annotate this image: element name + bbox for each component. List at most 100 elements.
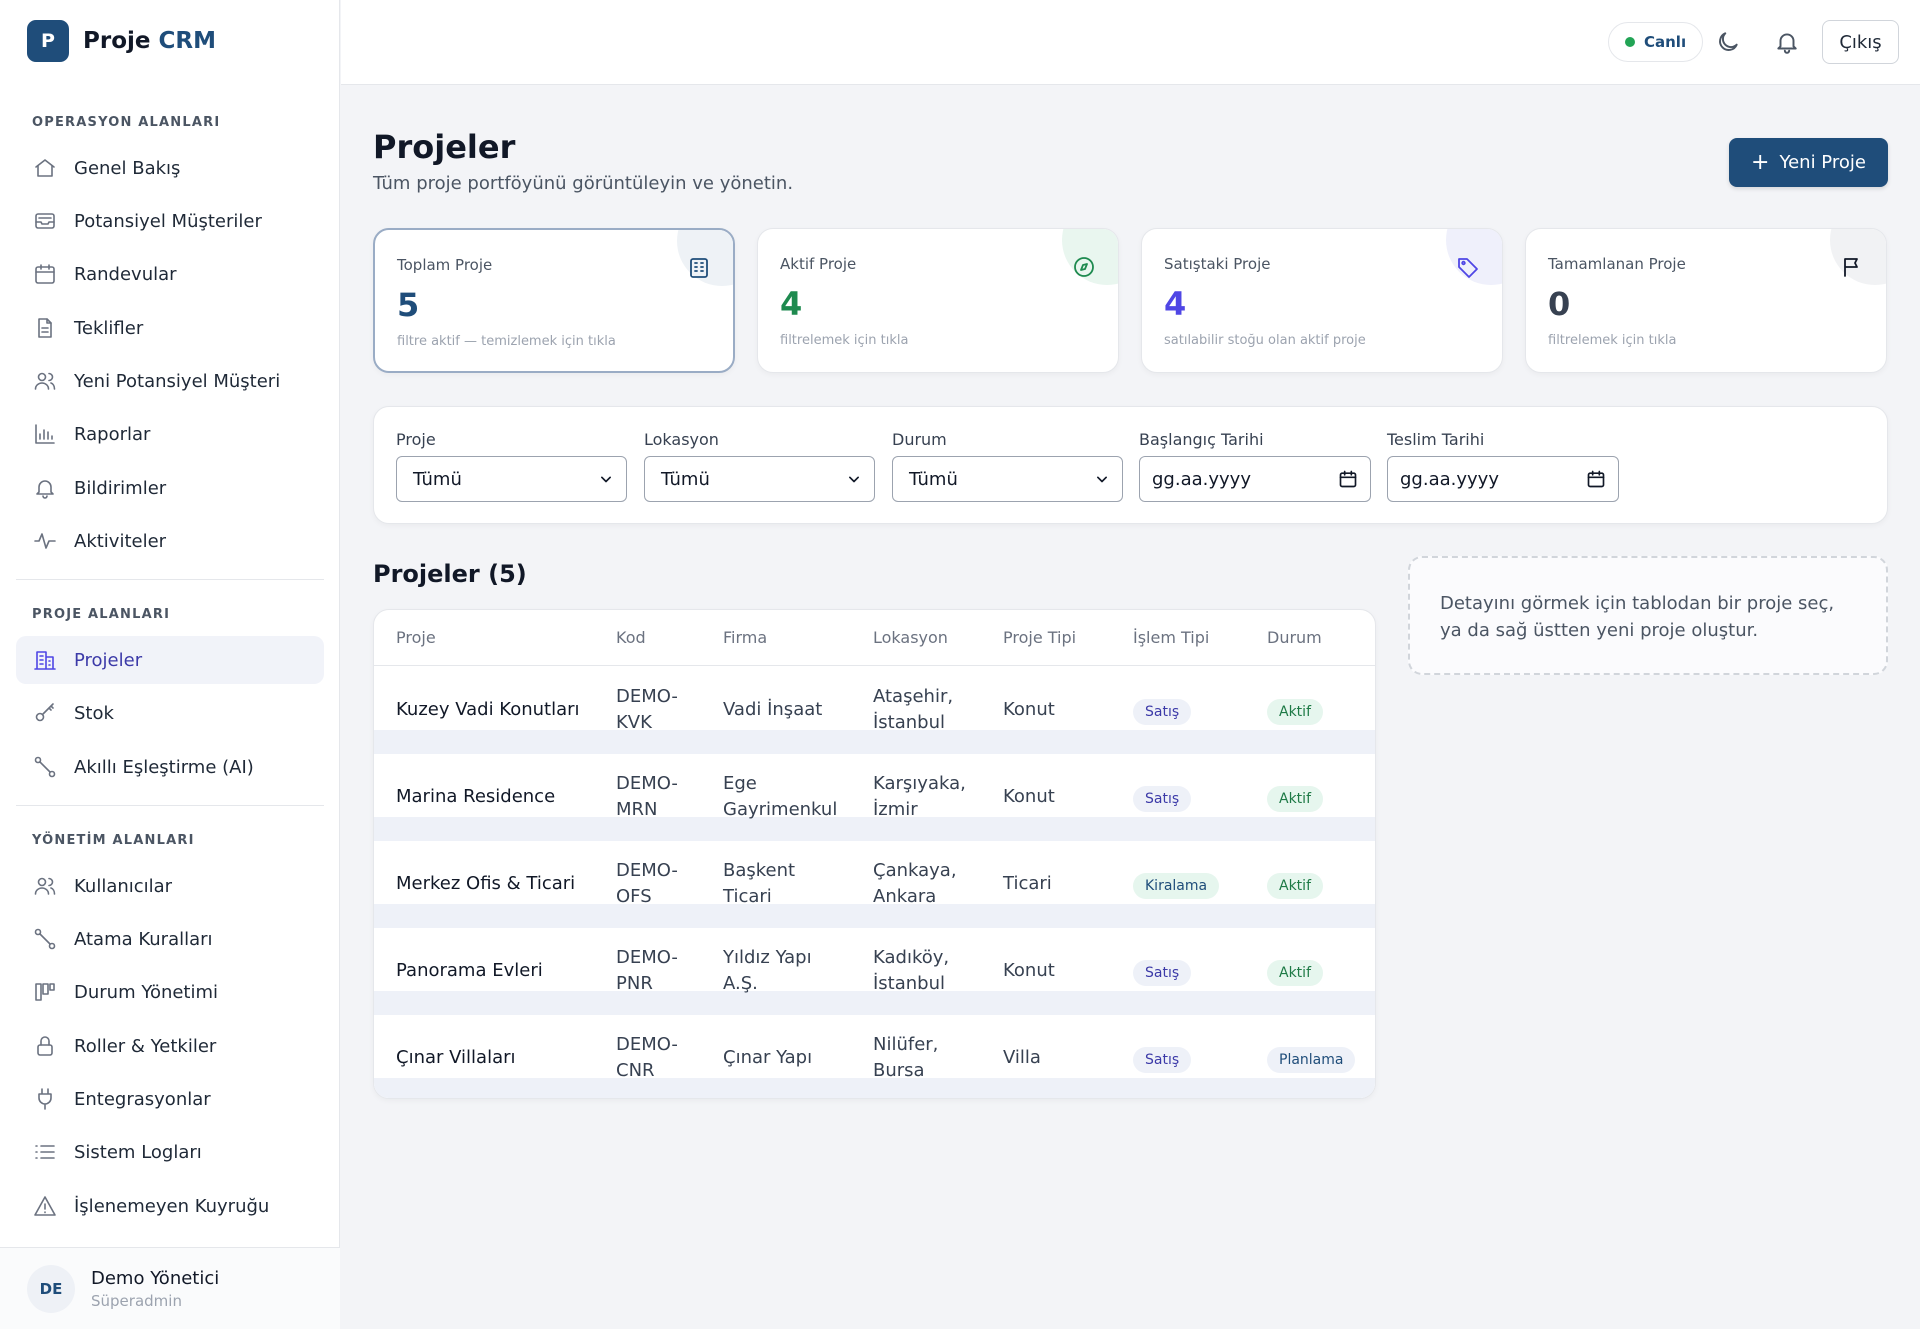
project-firm: Yıldız Yapı A.Ş. <box>723 947 812 994</box>
projects-table: Proje Kod Firma Lokasyon Proje Tipi İşle… <box>373 609 1376 1099</box>
sidebar-item-label: Aktiviteler <box>74 530 167 552</box>
start-date-value: gg.aa.yyyy <box>1152 468 1251 490</box>
stat-card-active[interactable]: Aktif Proje 4 filtrelemek için tıkla <box>757 228 1119 373</box>
filter-label-start-date: Başlangıç Tarihi <box>1139 430 1264 449</box>
brand-name-accent: CRM <box>158 28 216 54</box>
column-header-status[interactable]: Durum <box>1267 628 1322 647</box>
calendar-icon[interactable] <box>1338 469 1358 489</box>
sidebar-item-label: Roller & Yetkiler <box>74 1035 217 1057</box>
sidebar-item-reports[interactable]: Raporlar <box>16 410 324 458</box>
sidebar-item-status-management[interactable]: Durum Yönetimi <box>16 968 324 1016</box>
column-header-location[interactable]: Lokasyon <box>873 628 948 647</box>
project-firm: Vadi İnşaat <box>723 699 823 720</box>
sidebar-item-projects[interactable]: Projeler <box>16 636 324 684</box>
column-header-code[interactable]: Kod <box>616 628 646 647</box>
live-status-label: Canlı <box>1644 33 1687 51</box>
chevron-down-icon <box>596 469 616 489</box>
sidebar-item-integrations[interactable]: Entegrasyonlar <box>16 1075 324 1123</box>
sidebar-item-label: Sistem Logları <box>74 1141 202 1163</box>
compass-icon <box>1070 253 1098 281</box>
sidebar-item-activities[interactable]: Aktiviteler <box>16 517 324 565</box>
project-type: Konut <box>1003 786 1055 807</box>
lock-icon <box>32 1033 58 1059</box>
filter-label-project: Proje <box>396 430 436 449</box>
project-location: Çankaya, Ankara <box>873 860 957 907</box>
location-select[interactable]: Tümü <box>644 456 875 502</box>
project-name: Panorama Evleri <box>396 960 543 981</box>
logout-button[interactable]: Çıkış <box>1822 20 1899 64</box>
filter-label-status: Durum <box>892 430 947 449</box>
stat-label: Tamamlanan Proje <box>1548 255 1686 273</box>
project-location: Ataşehir, İstanbul <box>873 686 954 733</box>
document-icon <box>32 315 58 341</box>
sidebar-item-system-logs[interactable]: Sistem Logları <box>16 1128 324 1176</box>
flag-icon <box>1838 253 1866 281</box>
sidebar-item-roles[interactable]: Roller & Yetkiler <box>16 1022 324 1070</box>
sidebar-item-label: Teklifler <box>74 317 144 339</box>
project-code: DEMO- PNR <box>616 947 678 994</box>
chevron-down-icon <box>844 469 864 489</box>
deal-type-badge: Kiralama <box>1133 873 1220 899</box>
column-header-firm[interactable]: Firma <box>723 628 768 647</box>
project-code: DEMO- KVK <box>616 686 678 733</box>
table-row[interactable]: Panorama Evleri DEMO- PNR Yıldız Yapı A.Ş.… <box>374 928 1375 1015</box>
end-date-value: gg.aa.yyyy <box>1400 468 1499 490</box>
user-profile[interactable]: DE Demo Yönetici Süperadmin <box>0 1247 340 1329</box>
brand[interactable]: P Proje CRM <box>27 20 216 62</box>
column-header-deal-type[interactable]: İşlem Tipi <box>1133 628 1210 647</box>
project-select-value: Tümü <box>413 468 462 490</box>
status-select[interactable]: Tümü <box>892 456 1123 502</box>
calendar-icon[interactable] <box>1586 469 1606 489</box>
new-project-button[interactable]: + Yeni Proje <box>1729 138 1888 187</box>
bell-icon[interactable] <box>1771 26 1803 58</box>
stat-card-total[interactable]: Toplam Proje 5 filtre aktif — temizlemek… <box>373 228 735 373</box>
table-row[interactable]: Marina Residence DEMO- MRN Ege Gayrimenkul… <box>374 754 1375 841</box>
stat-card-completed[interactable]: Tamamlanan Proje 0 filtrelemek için tıkl… <box>1525 228 1887 373</box>
key-icon <box>32 700 58 726</box>
sidebar-item-overview[interactable]: Genel Bakış <box>16 144 324 192</box>
column-header-project-type[interactable]: Proje Tipi <box>1003 628 1077 647</box>
route-icon <box>32 926 58 952</box>
stat-hint: filtrelemek için tıkla <box>1548 333 1677 348</box>
start-date-input[interactable]: gg.aa.yyyy <box>1139 456 1371 502</box>
table-row[interactable]: Çınar Villaları DEMO- CNR Çınar Yapı Nilü… <box>374 1015 1375 1098</box>
sidebar-item-label: Entegrasyonlar <box>74 1088 211 1110</box>
section-label-operations: OPERASYON ALANLARI <box>32 115 221 130</box>
status-select-value: Tümü <box>909 468 958 490</box>
warning-icon <box>32 1193 58 1219</box>
project-detail-placeholder: Detayını görmek için tablodan bir proje … <box>1408 556 1888 675</box>
sidebar-item-assignment-rules[interactable]: Atama Kuralları <box>16 915 324 963</box>
route-icon <box>32 754 58 780</box>
stat-value: 0 <box>1548 285 1571 323</box>
sidebar-item-label: Akıllı Eşleştirme (AI) <box>74 756 254 778</box>
sidebar-item-notifications[interactable]: Bildirimler <box>16 464 324 512</box>
project-code: DEMO- CNR <box>616 1034 678 1081</box>
filter-label-location: Lokasyon <box>644 430 719 449</box>
sidebar-item-leads[interactable]: Potansiyel Müşteriler <box>16 197 324 245</box>
project-select[interactable]: Tümü <box>396 456 627 502</box>
sidebar-item-stock[interactable]: Stok <box>16 689 324 737</box>
brand-name: Proje CRM <box>83 28 216 54</box>
sidebar-item-failed-queue[interactable]: İşlenemeyen Kuyruğu <box>16 1182 324 1230</box>
sidebar-item-offers[interactable]: Teklifler <box>16 304 324 352</box>
table-row[interactable]: Merkez Ofis & Ticari DEMO- OFS Başkent Tic… <box>374 841 1375 928</box>
sidebar-item-users[interactable]: Kullanıcılar <box>16 862 324 910</box>
end-date-input[interactable]: gg.aa.yyyy <box>1387 456 1619 502</box>
sidebar-item-label: Yeni Potansiyel Müşteri <box>74 370 281 392</box>
sidebar-item-label: Stok <box>74 702 114 724</box>
deal-type-badge: Satış <box>1133 699 1192 725</box>
sidebar-item-appointments[interactable]: Randevular <box>16 250 324 298</box>
sidebar-item-ai-matching[interactable]: Akıllı Eşleştirme (AI) <box>16 743 324 791</box>
sidebar-item-label: Raporlar <box>74 423 151 445</box>
plus-icon: + <box>1751 150 1770 175</box>
table-row[interactable]: Kuzey Vadi Konutları DEMO- KVK Vadi İnşaa… <box>374 667 1375 754</box>
chevron-down-icon <box>1092 469 1112 489</box>
sidebar-item-new-lead[interactable]: Yeni Potansiyel Müşteri <box>16 357 324 405</box>
column-header-project[interactable]: Proje <box>396 628 436 647</box>
stat-hint: satılabilir stoğu olan aktif proje <box>1164 333 1366 348</box>
project-firm: Çınar Yapı <box>723 1047 813 1068</box>
stat-card-on-sale[interactable]: Satıştaki Proje 4 satılabilir stoğu olan… <box>1141 228 1503 373</box>
page-title: Projeler <box>373 128 516 166</box>
section-label-admin: YÖNETİM ALANLARI <box>32 833 195 848</box>
moon-icon[interactable] <box>1712 26 1744 58</box>
